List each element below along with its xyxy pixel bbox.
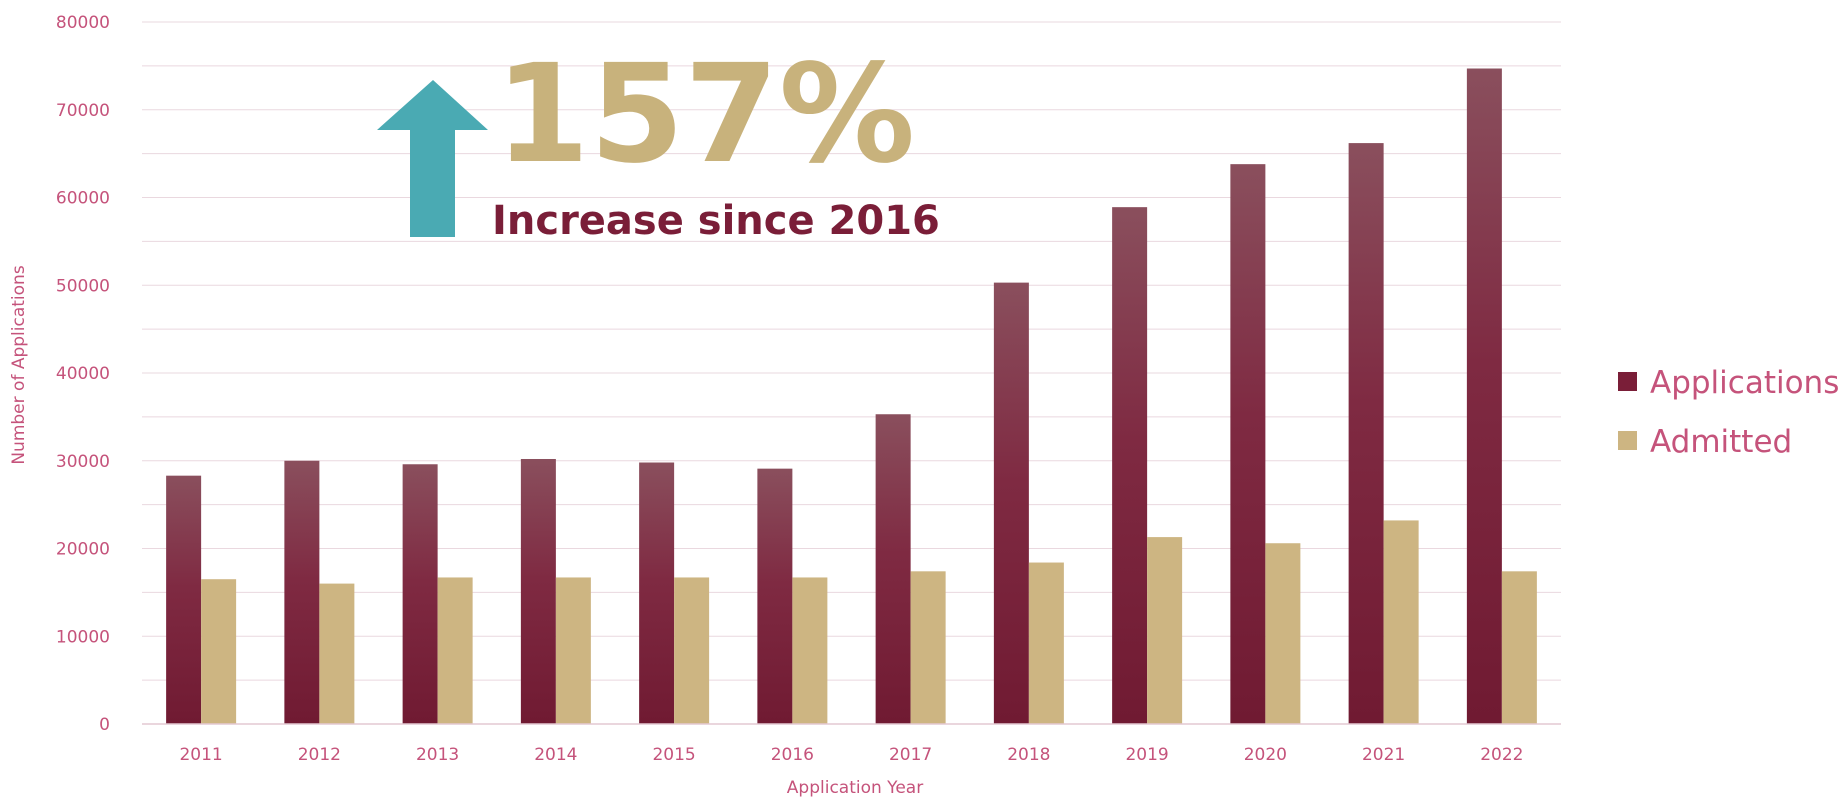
bar-admitted xyxy=(1501,571,1537,724)
legend: Applications Admitted xyxy=(1618,365,1839,460)
x-tick-label: 2017 xyxy=(889,745,932,765)
x-tick-label: 2014 xyxy=(534,745,577,765)
bars xyxy=(166,68,1537,725)
y-tick-label: 80000 xyxy=(56,13,110,33)
x-tick-label: 2020 xyxy=(1244,745,1287,765)
bar-applications xyxy=(402,464,438,724)
legend-swatch-applications xyxy=(1618,372,1637,391)
x-tick-label: 2013 xyxy=(416,745,459,765)
bar-applications xyxy=(520,458,556,724)
bar-admitted xyxy=(1265,543,1301,724)
annotation: 157% Increase since 2016 xyxy=(377,36,940,244)
bar-admitted xyxy=(1383,520,1419,724)
y-axis-ticks: 0 10000 20000 30000 40000 50000 60000 70000 8000… xyxy=(56,13,110,735)
bar-applications xyxy=(1348,143,1384,725)
x-axis-ticks: 2011 2012 2013 2014 2015 2016 2017 2018 2019 2020… xyxy=(179,745,1523,765)
x-tick-label: 2021 xyxy=(1362,745,1405,765)
bar-applications xyxy=(1466,68,1502,724)
bar-admitted xyxy=(1147,537,1183,724)
bar-applications xyxy=(1112,207,1148,725)
bar-applications xyxy=(993,282,1029,724)
up-arrow-icon xyxy=(377,80,488,237)
bar-admitted xyxy=(555,577,591,724)
x-tick-label: 2015 xyxy=(652,745,695,765)
bar-admitted xyxy=(674,577,710,724)
bar-applications xyxy=(1230,164,1266,724)
y-tick-label: 10000 xyxy=(56,627,110,647)
bar-admitted xyxy=(1028,562,1064,724)
y-tick-label: 60000 xyxy=(56,189,110,209)
bar-admitted xyxy=(437,577,473,724)
y-tick-label: 40000 xyxy=(56,364,110,384)
gridlines xyxy=(142,21,1561,681)
legend-label-applications: Applications xyxy=(1650,365,1839,401)
bar-applications xyxy=(875,414,911,724)
x-tick-label: 2011 xyxy=(179,745,222,765)
legend-swatch-admitted xyxy=(1618,431,1637,450)
bar-applications xyxy=(757,468,793,724)
x-tick-label: 2019 xyxy=(1125,745,1168,765)
y-tick-label: 20000 xyxy=(56,540,110,560)
y-axis-title: Number of Applications xyxy=(9,265,29,464)
y-tick-label: 30000 xyxy=(56,452,110,472)
x-tick-label: 2018 xyxy=(1007,745,1050,765)
bar-applications xyxy=(284,460,320,724)
y-tick-label: 50000 xyxy=(56,276,110,296)
y-tick-label: 0 xyxy=(99,715,110,735)
x-tick-label: 2016 xyxy=(771,745,814,765)
increase-caption: Increase since 2016 xyxy=(492,198,940,244)
bar-admitted xyxy=(319,583,355,724)
bar-applications xyxy=(639,462,675,724)
x-tick-label: 2022 xyxy=(1480,745,1523,765)
x-tick-label: 2012 xyxy=(298,745,341,765)
y-tick-label: 70000 xyxy=(56,101,110,121)
bar-admitted xyxy=(201,579,237,724)
legend-label-admitted: Admitted xyxy=(1650,424,1792,460)
percent-increase: 157% xyxy=(495,36,915,194)
bar-admitted xyxy=(910,571,946,724)
bar-applications xyxy=(166,475,202,724)
bar-admitted xyxy=(792,577,828,724)
x-axis-title: Application Year xyxy=(787,778,923,798)
